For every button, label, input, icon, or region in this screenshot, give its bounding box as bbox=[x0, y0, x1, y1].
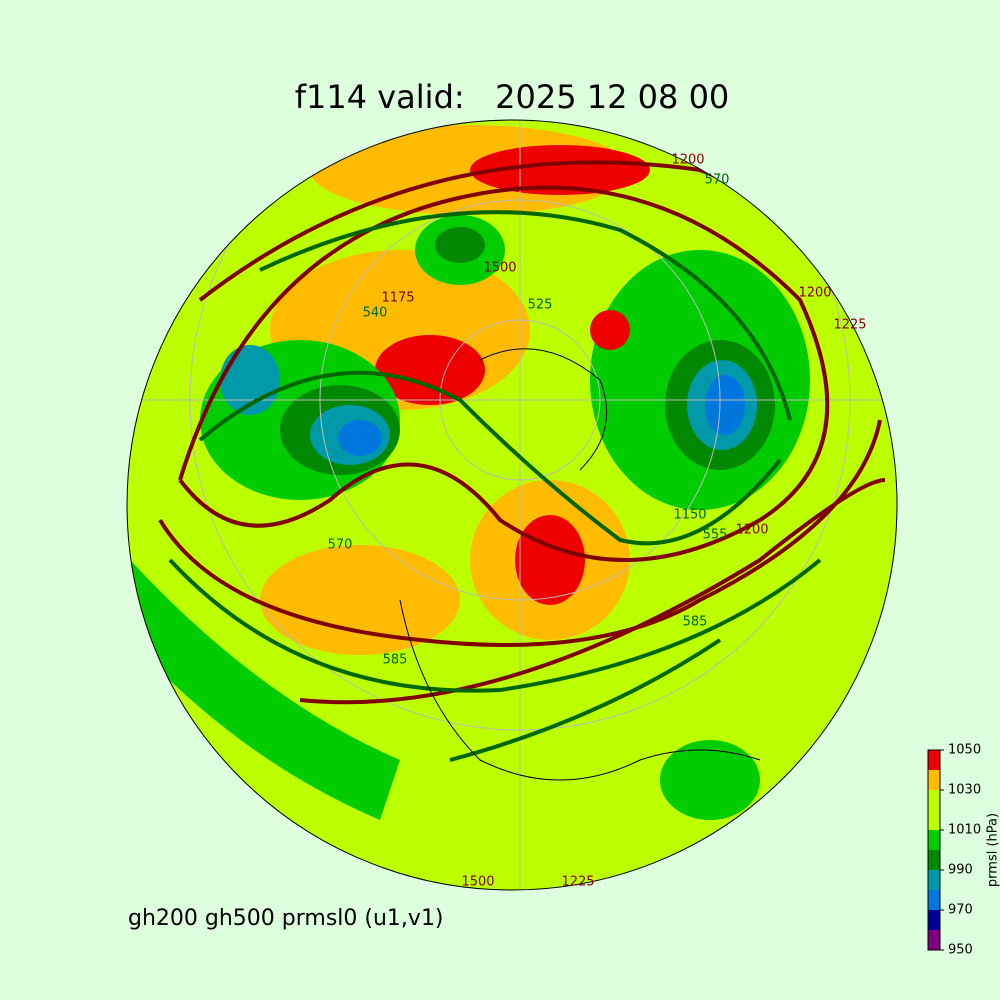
globe-outline bbox=[126, 119, 898, 891]
contour-label: 1225 bbox=[561, 875, 594, 890]
colorbar-segment bbox=[928, 810, 940, 830]
contour-label: 1175 bbox=[381, 291, 414, 306]
colorbar-segment bbox=[928, 930, 940, 950]
colorbar-tick-label: 970 bbox=[948, 903, 973, 918]
contour-label: 570 bbox=[328, 538, 353, 553]
colorbar-segment bbox=[928, 870, 940, 890]
colorbar-label: prmsl (hPa) bbox=[986, 813, 1000, 887]
contour-label: 1200 bbox=[798, 286, 831, 301]
contour-label: 1200 bbox=[671, 153, 704, 168]
contour-label: 1500 bbox=[461, 875, 494, 890]
contour-label: 555 bbox=[703, 528, 728, 543]
contour-label: 1150 bbox=[673, 508, 706, 523]
contour-label: 1200 bbox=[735, 523, 768, 538]
colorbar-segment bbox=[928, 770, 940, 790]
colorbar-frame bbox=[927, 749, 941, 951]
colorbar-segment bbox=[928, 750, 940, 770]
colorbar-tick-label: 1030 bbox=[948, 783, 981, 798]
contour-label: 1225 bbox=[833, 318, 866, 333]
map-subtitle: gh200 gh500 prmsl0 (u1,v1) bbox=[128, 906, 444, 931]
colorbar-segment bbox=[928, 830, 940, 850]
map-title: f114 valid: 2025 12 08 00 bbox=[294, 78, 730, 116]
colorbar-segment bbox=[928, 910, 940, 930]
contour-label: 540 bbox=[363, 306, 388, 321]
colorbar-segment bbox=[928, 890, 940, 910]
globe bbox=[127, 120, 897, 890]
colorbar-tick-label: 1050 bbox=[948, 743, 981, 758]
contour-label: 585 bbox=[383, 653, 408, 668]
contour-label: 585 bbox=[683, 615, 708, 630]
colorbar-tick-label: 1010 bbox=[948, 823, 981, 838]
contour-label: 570 bbox=[705, 173, 730, 188]
colorbar-segment bbox=[928, 790, 940, 810]
colorbar-tick-label: 990 bbox=[948, 863, 973, 878]
colorbar-segment bbox=[928, 850, 940, 870]
contour-label: 525 bbox=[528, 298, 553, 313]
contour-label: 1500 bbox=[483, 261, 516, 276]
colorbar-tick-label: 950 bbox=[948, 943, 973, 958]
